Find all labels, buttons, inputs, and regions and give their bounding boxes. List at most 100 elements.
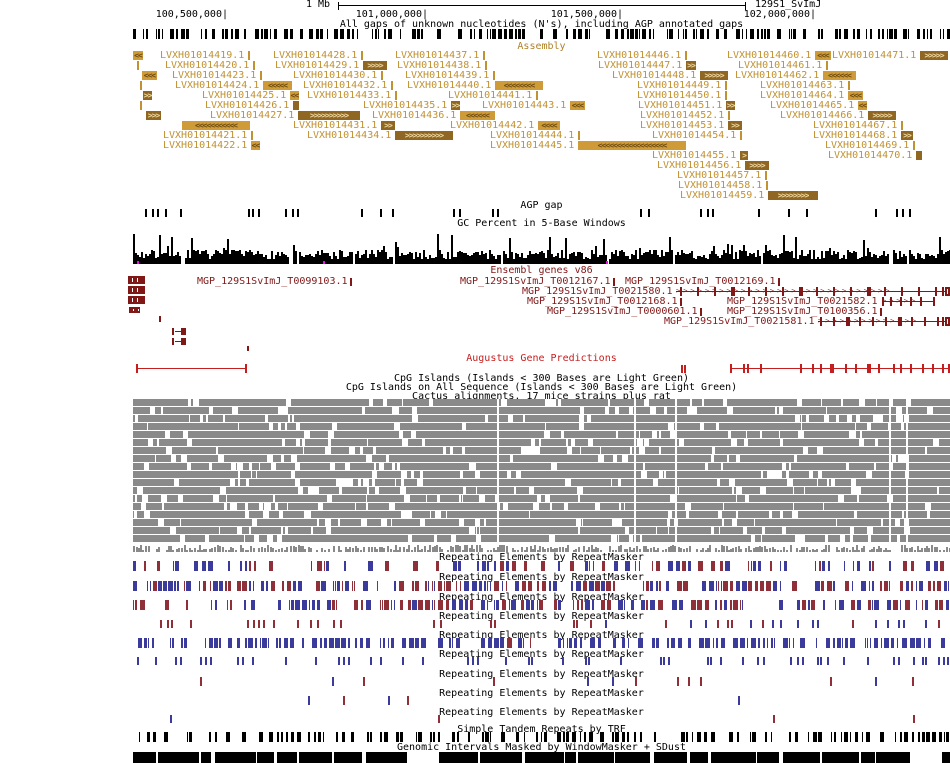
repeat-bar[interactable] [227, 600, 228, 610]
augustus-exon-tick[interactable] [948, 364, 950, 373]
repeat-bar[interactable] [850, 638, 855, 648]
repeat-tick[interactable] [797, 657, 799, 665]
repeat-bar[interactable] [380, 638, 381, 648]
contig-tick[interactable] [493, 71, 495, 80]
repeat-bar[interactable] [515, 581, 519, 591]
repeat-bar[interactable] [808, 600, 810, 610]
repeat-tick[interactable] [247, 620, 249, 628]
contig-box[interactable] [293, 101, 299, 110]
repeat-bar[interactable] [408, 600, 411, 610]
repeat-bar[interactable] [720, 600, 722, 610]
agp-gap-tick[interactable] [896, 209, 898, 217]
repeat-tick[interactable] [852, 620, 854, 628]
repeat-tick[interactable] [160, 620, 162, 628]
gene-mini-struct[interactable] [172, 338, 174, 345]
repeat-bar[interactable] [851, 600, 855, 610]
repeat-bar[interactable] [242, 581, 247, 591]
contig-tick[interactable] [251, 131, 253, 140]
repeat-bar[interactable] [889, 561, 891, 571]
repeat-bar[interactable] [656, 581, 658, 591]
repeat-bar[interactable] [244, 600, 246, 610]
repeat-tick[interactable] [590, 620, 592, 628]
repeat-tick[interactable] [388, 696, 390, 705]
repeat-bar[interactable] [916, 638, 921, 648]
repeat-bar[interactable] [354, 581, 355, 591]
repeat-tick[interactable] [137, 657, 139, 665]
exon-tick[interactable] [731, 287, 735, 296]
repeat-bar[interactable] [458, 561, 461, 571]
repeat-bar[interactable] [539, 600, 543, 610]
repeat-bar[interactable] [740, 638, 745, 648]
contig-tick[interactable] [260, 71, 262, 80]
contig-label[interactable]: LVXH01014446.1 [597, 50, 682, 61]
contig-box[interactable]: >>>>>>>> [768, 191, 818, 200]
repeat-bar[interactable] [316, 581, 320, 591]
repeat-bar[interactable] [412, 600, 417, 610]
repeat-tick[interactable] [707, 657, 709, 665]
repeat-bar[interactable] [906, 581, 909, 591]
repeat-tick[interactable] [237, 657, 239, 665]
repeat-bar[interactable] [900, 600, 901, 610]
repeat-bar[interactable] [208, 561, 213, 571]
contig-label[interactable]: LVXH01014464.1 [760, 90, 845, 101]
repeat-bar[interactable] [652, 638, 655, 648]
agp-gap-tick[interactable] [492, 209, 494, 217]
repeat-tick[interactable] [913, 715, 915, 723]
repeat-bar[interactable] [558, 561, 560, 571]
repeat-bar[interactable] [248, 638, 253, 648]
contig-label[interactable]: LVXH01014471.1 [832, 50, 917, 61]
repeat-tick[interactable] [573, 620, 575, 628]
repeat-bar[interactable] [872, 561, 874, 571]
repeat-bar[interactable] [845, 638, 848, 648]
repeat-bar[interactable] [144, 561, 146, 571]
repeat-bar[interactable] [666, 581, 669, 591]
contig-label[interactable]: LVXH01014419.1 [160, 50, 245, 61]
repeat-bar[interactable] [506, 581, 507, 591]
repeat-bar[interactable] [590, 638, 595, 648]
gene-left-glyph[interactable] [128, 276, 145, 284]
augustus-exon-tick[interactable] [922, 364, 924, 373]
repeat-bar[interactable] [853, 561, 854, 571]
repeat-bar[interactable] [528, 581, 532, 591]
repeat-bar[interactable] [133, 600, 134, 610]
alignment-row[interactable] [133, 495, 950, 502]
repeat-bar[interactable] [751, 561, 752, 571]
contig-label[interactable]: LVXH01014420.1 [165, 60, 250, 71]
contig-box[interactable]: >> [451, 101, 460, 110]
repeat-bar[interactable] [631, 600, 634, 610]
repeat-bar[interactable] [635, 561, 636, 571]
repeat-bar[interactable] [368, 561, 373, 571]
agp-gap-tick[interactable] [648, 209, 650, 217]
repeat-bar[interactable] [887, 600, 891, 610]
repeat-bar[interactable] [874, 638, 878, 648]
repeat-bar[interactable] [753, 561, 756, 571]
repeat-bar[interactable] [793, 638, 794, 648]
augustus-exon-tick[interactable] [760, 364, 762, 373]
repeat-tick[interactable] [370, 657, 372, 665]
repeat-bar[interactable] [494, 581, 499, 591]
repeat-tick[interactable] [333, 620, 335, 628]
repeat-tick[interactable] [297, 620, 299, 628]
repeat-bar[interactable] [884, 581, 888, 591]
augustus-end-tick[interactable] [136, 364, 138, 373]
contig-box[interactable]: <<<<<< [460, 111, 495, 120]
repeat-bar[interactable] [436, 561, 439, 571]
repeat-bar[interactable] [333, 581, 334, 591]
repeat-bar[interactable] [926, 561, 930, 571]
augustus-exon-tick[interactable] [812, 364, 814, 373]
gene-label[interactable]: MGP_129S1SvImJ_T0099103.1 [197, 276, 348, 287]
repeat-tick[interactable] [363, 677, 365, 686]
agp-gap-tick[interactable] [707, 209, 709, 217]
gene-tick[interactable] [613, 278, 615, 286]
repeat-tick[interactable] [505, 657, 507, 665]
repeat-tick[interactable] [200, 657, 202, 665]
repeat-tick[interactable] [727, 620, 729, 628]
repeat-bar[interactable] [494, 600, 495, 610]
contig-tick[interactable] [765, 171, 767, 180]
exon-tick[interactable] [816, 287, 818, 296]
repeat-tick[interactable] [665, 620, 667, 628]
repeat-bar[interactable] [723, 581, 728, 591]
repeat-tick[interactable] [827, 657, 829, 665]
repeat-bar[interactable] [691, 600, 696, 610]
repeat-bar[interactable] [324, 638, 327, 648]
